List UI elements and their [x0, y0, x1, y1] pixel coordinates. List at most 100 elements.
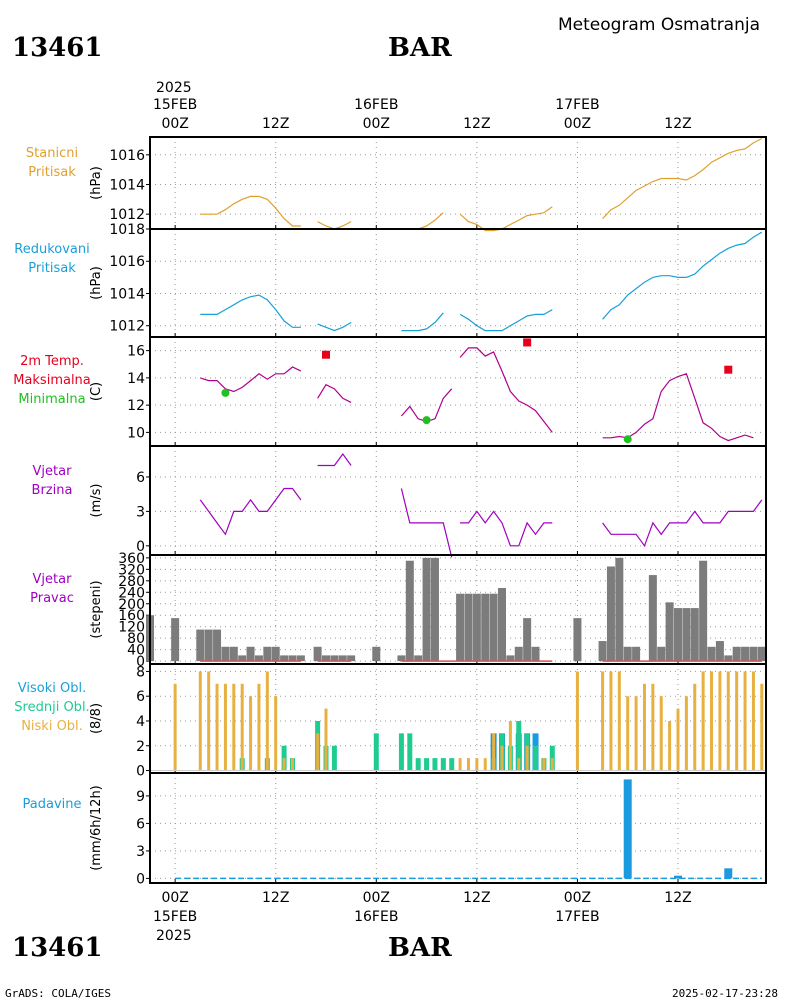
- line-segment-temperature-0: [200, 366, 302, 393]
- direction-bar-13: [288, 655, 297, 662]
- direction-bar-4: [213, 629, 222, 662]
- direction-bar-39: [606, 566, 615, 662]
- panel-label-wind_direction-1: Pravac: [30, 591, 74, 606]
- tmax-point-1: [523, 338, 532, 347]
- time-tick-top-3: 12Z: [463, 116, 490, 132]
- direction-bar-12: [280, 655, 289, 662]
- time-tick-top-0: 00Z: [161, 116, 188, 132]
- panel-label-temperature-2: Minimalna: [18, 392, 85, 407]
- ytick-label-precipitation-3: 9: [136, 789, 145, 805]
- line-segment-wind_speed-4: [602, 499, 763, 548]
- precip-bar-2: [724, 868, 733, 879]
- direction-bar-29: [472, 593, 481, 662]
- cloud-bar-2-11: [282, 758, 286, 771]
- cloud-bar-2-37: [550, 758, 554, 771]
- cloud-bar-2-1: [198, 671, 202, 771]
- place-name-top: BAR: [388, 33, 452, 63]
- direction-bar-32: [498, 587, 506, 662]
- direction-bar-14: [296, 655, 305, 662]
- day-tick-top-2: 16FEB: [354, 97, 398, 113]
- cloud-bar-1-33: [516, 720, 522, 771]
- cloud-bar-2-9: [265, 671, 269, 771]
- direction-bar-7: [238, 655, 247, 662]
- chart-layer: 00Z 15FEB 00Z 15FEB 12Z 12Z 00Z 16FEB 00Z 16FEB 12…: [13, 97, 767, 925]
- direction-bar-8: [246, 646, 255, 662]
- place-name-bottom: BAR: [388, 933, 452, 963]
- time-axis-bottom-year: 2025: [156, 928, 192, 944]
- panel-station_pressure: 1012 1014 1016 Stanicni Pritisak (hPa): [26, 136, 767, 232]
- ylabel-wind_direction: (stepeni): [89, 580, 104, 638]
- tmin-point-1: [422, 416, 431, 425]
- ytick-label-wind_direction-7: 280: [118, 574, 145, 590]
- direction-bar-31: [489, 593, 498, 662]
- cloud-bar-2-6: [240, 683, 244, 771]
- panel-frame-wind_speed: [149, 445, 767, 556]
- cloud-bar-2-52: [710, 671, 714, 771]
- direction-bar-6: [229, 646, 238, 662]
- direction-bar-17: [330, 655, 339, 662]
- time-tick-top-1: 12Z: [262, 116, 289, 132]
- cloud-bar-1-35: [533, 745, 539, 771]
- ytick-label-temperature-1: 12: [127, 398, 145, 414]
- line-segment-reduced_pressure-2: [401, 312, 444, 332]
- ytick-label-clouds-1: 2: [136, 739, 145, 755]
- ytick-label-clouds-4: 8: [136, 664, 145, 680]
- cloud-bar-2-55: [735, 671, 739, 771]
- cloud-bar-2-57: [751, 671, 755, 771]
- line-segment-wind_speed-2: [400, 488, 453, 558]
- direction-bar-30: [481, 593, 490, 662]
- cloud-bar-1-22: [424, 758, 430, 771]
- time-tick-top-5: 12Z: [664, 116, 691, 132]
- ytick-label-reduced_pressure-1: 1014: [109, 286, 145, 302]
- cloud-bar-1-18: [373, 733, 379, 771]
- ytick-label-clouds-2: 4: [136, 714, 145, 730]
- direction-bar-37: [573, 618, 582, 662]
- cloud-bar-1-19: [398, 733, 404, 771]
- direction-bar-19: [347, 655, 356, 662]
- line-segment-station_pressure-3: [459, 206, 553, 232]
- direction-bar-16: [322, 655, 330, 662]
- ylabel-precipitation: (mm/6h/12h): [89, 785, 104, 871]
- line-segment-station_pressure-0: [200, 195, 301, 227]
- panel-label-station_pressure-1: Pritisak: [28, 165, 76, 180]
- direction-bar-38: [598, 641, 607, 662]
- cloud-bar-2-51: [701, 671, 705, 771]
- cloud-bar-2-8: [257, 683, 261, 771]
- direction-bar-20: [372, 646, 381, 662]
- ytick-label-precipitation-0: 0: [136, 871, 145, 887]
- direction-bar-24: [422, 557, 431, 662]
- cloud-bar-2-47: [668, 720, 672, 771]
- panel-precipitation: 0 3 6 9 Padavine (mm/6h/12h): [23, 772, 767, 887]
- cloud-bar-1-20: [407, 733, 413, 771]
- panel-label-wind_speed-1: Brzina: [32, 483, 73, 498]
- chart-title: Meteogram Osmatranja: [558, 15, 760, 35]
- direction-bar-10: [263, 646, 272, 662]
- panel-reduced_pressure: 1012 1014 1016 1018 Redukovani Pritisak (hPa): [14, 222, 767, 338]
- footer-right: 2025-02-17-23:28: [672, 987, 778, 1000]
- panel-clouds: 0 2 4 6 8 Visoki Obl. Srednji Obl. Niski Obl. (8…: [14, 663, 767, 780]
- cloud-bar-2-44: [642, 683, 646, 771]
- cloud-bar-2-30: [492, 733, 496, 771]
- direction-bar-5: [221, 646, 230, 662]
- tmax-point-0: [322, 350, 330, 359]
- cloud-bar-2-0: [173, 683, 177, 771]
- cloud-bar-2-31: [500, 745, 504, 771]
- time-tick-bottom-3: 12Z: [463, 890, 490, 906]
- ytick-label-wind_direction-5: 200: [118, 597, 145, 613]
- panel-frame-station_pressure: [149, 136, 767, 230]
- ytick-label-precipitation-2: 6: [136, 816, 145, 832]
- day-tick-bottom-2: 16FEB: [354, 909, 398, 925]
- panel-label-clouds-1: Srednji Obl.: [14, 700, 89, 715]
- line-segment-station_pressure-4: [602, 137, 763, 220]
- ytick-label-clouds-0: 0: [136, 764, 145, 780]
- direction-bar-15: [313, 646, 322, 662]
- ytick-label-wind_direction-0: 0: [136, 654, 145, 670]
- cloud-bar-1-24: [440, 758, 446, 771]
- line-segment-wind_speed-1: [317, 452, 352, 467]
- cloud-bar-2-13: [316, 733, 320, 771]
- direction-bar-45: [657, 646, 666, 662]
- cloud-bar-2-7: [249, 696, 253, 771]
- direction-bar-1: [171, 618, 180, 662]
- ytick-label-station_pressure-2: 1016: [109, 148, 145, 164]
